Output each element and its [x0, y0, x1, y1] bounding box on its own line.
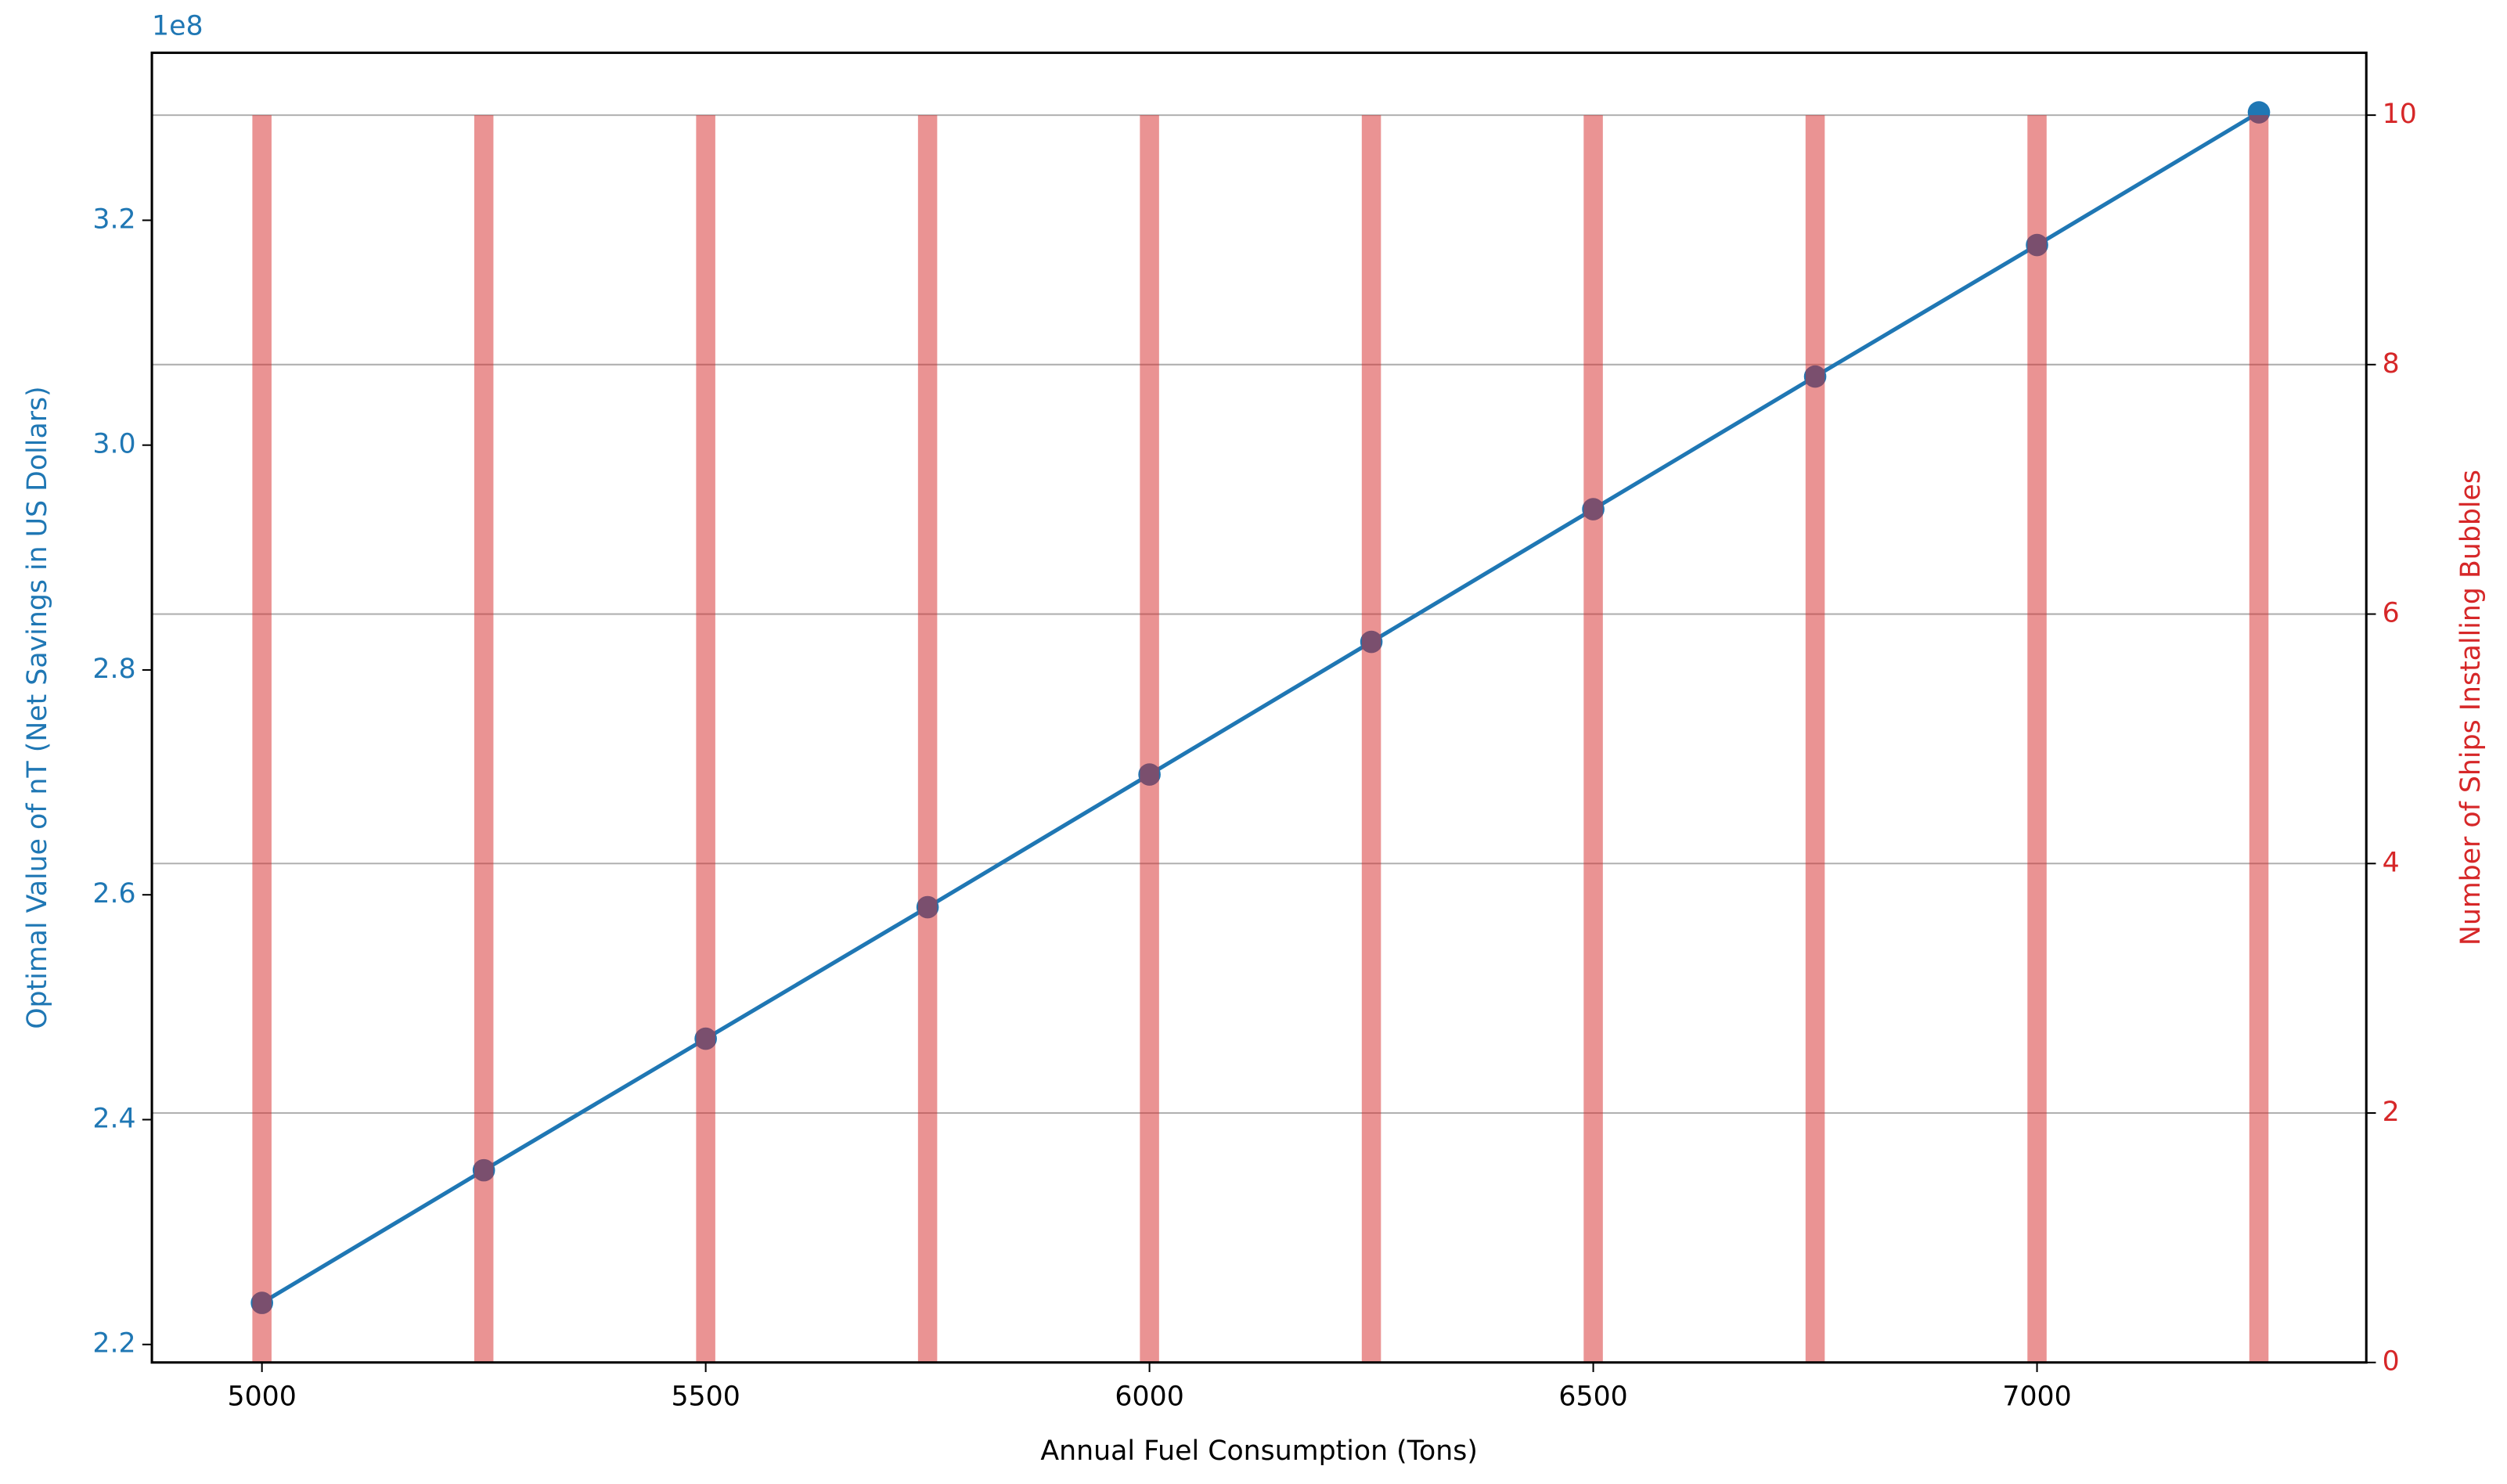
bar	[2027, 115, 2047, 1363]
y2-tick-label: 2	[2383, 1097, 2400, 1128]
plot-frame	[150, 51, 2368, 1364]
y-tick-label: 2.6	[92, 878, 135, 909]
y-axis-label: Optimal Value of nT (Net Savings in US D…	[22, 386, 53, 1028]
y-offset-label: 1e8	[152, 11, 204, 42]
x-tick-label: 5500	[671, 1381, 740, 1413]
y2-axis-label: Number of Ships Installing Bubbles	[2455, 470, 2487, 946]
y-tick-label: 3.2	[92, 204, 135, 235]
y2-tick-label: 10	[2383, 99, 2417, 130]
x-tick-label: 6000	[1115, 1381, 1183, 1413]
x-tick-label: 7000	[2002, 1381, 2071, 1413]
bar	[2249, 115, 2269, 1363]
bar	[1583, 115, 1603, 1363]
line	[261, 110, 2260, 1305]
bar	[252, 115, 272, 1363]
x-axis-label: Annual Fuel Consumption (Tons)	[1040, 1435, 1478, 1467]
y-tick-label: 3.0	[92, 429, 135, 460]
y2-tick-label: 6	[2383, 598, 2400, 629]
x-tick-label: 6500	[1558, 1381, 1627, 1413]
bar	[474, 115, 494, 1363]
bar	[917, 115, 938, 1363]
bar	[1361, 115, 1381, 1363]
y2-tick-label: 4	[2383, 847, 2400, 878]
y2-tick-label: 8	[2383, 348, 2400, 380]
bar	[696, 115, 715, 1363]
y-tick-label: 2.8	[92, 654, 135, 685]
bar	[1140, 115, 1159, 1363]
bar	[1805, 115, 1825, 1363]
y-tick-label: 2.2	[92, 1328, 135, 1360]
x-tick-label: 5000	[227, 1381, 296, 1413]
y-tick-label: 2.4	[92, 1103, 135, 1134]
y2-tick-label: 0	[2383, 1346, 2400, 1378]
